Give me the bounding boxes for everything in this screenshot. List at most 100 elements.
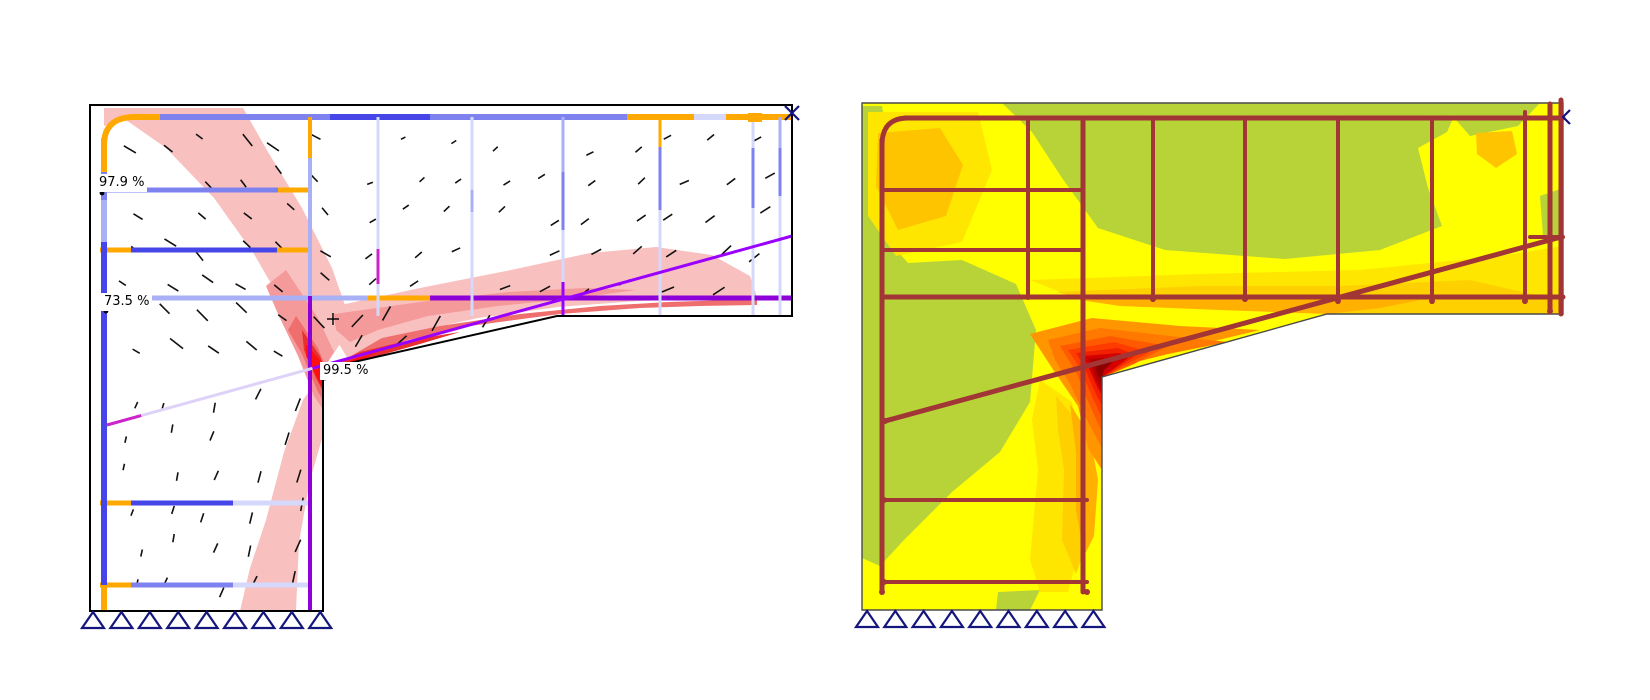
stress-dash <box>764 172 776 180</box>
node-x-marker <box>784 105 800 121</box>
stress-dash <box>665 249 677 258</box>
rebar-line <box>882 234 1564 424</box>
stress-dash <box>242 133 253 147</box>
node-x-marker <box>1561 109 1571 125</box>
rebar-end-dot <box>1547 308 1553 314</box>
stress-dash <box>587 179 596 187</box>
rebar-horizontal-segment <box>105 295 368 301</box>
rebar-vertical-segment <box>376 117 380 249</box>
rebar-vertical-segment <box>470 117 474 190</box>
stress-dash <box>454 178 462 184</box>
stress-dash <box>163 144 174 153</box>
stress-dash <box>294 539 302 553</box>
rebar-vertical-segment <box>376 249 380 284</box>
stress-dash <box>637 177 646 185</box>
stress-dash <box>242 240 251 249</box>
contour-band <box>1476 131 1517 168</box>
stress-dash <box>212 402 217 413</box>
stress-dash <box>286 202 295 211</box>
stress-dash <box>402 204 410 210</box>
stress-dash <box>218 587 225 598</box>
stress-dash <box>636 214 647 222</box>
rebar-end-dot <box>1335 298 1341 304</box>
support-triangle <box>79 610 107 630</box>
support-triangle <box>853 609 881 629</box>
rebar-vertical-segment <box>308 117 312 158</box>
rebar-horizontal-segment <box>368 295 430 301</box>
stress-dash <box>123 145 137 154</box>
stress-dash <box>400 136 406 141</box>
rebar-vertical-segment <box>658 210 662 316</box>
stress-dash <box>201 274 214 284</box>
stress-dash <box>443 205 450 213</box>
stress-dash <box>414 251 423 259</box>
stress-dash <box>498 205 506 213</box>
contour-band <box>1094 361 1113 383</box>
stress-dash <box>549 250 560 256</box>
rebar-vertical-segment <box>658 117 662 147</box>
stress-dash <box>679 179 690 186</box>
rebar-horizontal-segment <box>100 500 131 506</box>
stress-dash <box>354 334 363 348</box>
support-triangle <box>938 609 965 629</box>
diagonal-rebar-segment <box>140 366 313 417</box>
stress-dash <box>266 142 280 152</box>
contour-regions <box>862 103 1563 610</box>
principal-stress-dashes <box>118 133 776 598</box>
rebar-vertical-segment <box>101 200 107 242</box>
concrete-outline <box>89 104 793 612</box>
stress-dash <box>492 146 499 152</box>
stress-dash <box>122 463 126 471</box>
stress-dash <box>172 533 176 543</box>
rebar-horizontal-segment <box>430 295 792 301</box>
rebar-vertical-segment <box>308 158 312 296</box>
rebar-horizontal-segment <box>233 500 311 506</box>
stress-dash <box>450 139 457 145</box>
contour-band <box>1002 103 1460 259</box>
stress-dash <box>133 213 144 221</box>
stress-dash <box>537 173 546 180</box>
contour-band <box>996 590 1040 610</box>
rebar-horizontal-segment <box>430 114 627 120</box>
support-triangle <box>165 610 192 630</box>
crack-region <box>344 299 757 364</box>
rebar-vertical-segment <box>778 196 782 316</box>
rebar-horizontal-segment <box>131 582 233 588</box>
rebar-end-dot <box>881 579 887 585</box>
rebar-end-dot <box>1242 296 1248 302</box>
stress-dash <box>212 543 219 553</box>
stress-dash <box>197 212 207 220</box>
stress-dash <box>167 283 179 292</box>
rebar-horizontal-segment <box>278 187 311 193</box>
rebar-horizontal-segment <box>100 247 131 253</box>
stress-dash <box>712 286 726 296</box>
rebar-vertical-segment <box>470 212 474 316</box>
left-panel <box>79 104 800 630</box>
rebar-horizontal-segment <box>105 187 278 193</box>
support-triangle <box>910 609 937 629</box>
stress-dash <box>257 470 262 483</box>
stress-dash <box>704 215 716 224</box>
rebar-vertical-segment <box>308 296 312 611</box>
stress-dash <box>213 470 220 481</box>
stress-dash <box>159 303 171 315</box>
rebar-end-dot <box>879 589 885 595</box>
stress-dash <box>364 253 373 260</box>
support-triangle <box>108 610 135 630</box>
rebar-vertical-segment <box>778 148 782 196</box>
stress-dash <box>195 133 204 140</box>
stress-dash <box>321 207 329 216</box>
stress-dash <box>539 285 551 293</box>
rebar-horizontal-segment <box>131 500 233 506</box>
stress-dash <box>277 314 287 322</box>
stress-dash <box>662 213 673 221</box>
stress-dash <box>366 181 374 186</box>
stress-dash <box>134 401 139 409</box>
support-triangle <box>995 609 1022 629</box>
stress-dash <box>759 206 771 214</box>
stress-dash <box>199 513 205 523</box>
stress-dash <box>351 314 364 328</box>
stress-dash <box>207 345 220 354</box>
